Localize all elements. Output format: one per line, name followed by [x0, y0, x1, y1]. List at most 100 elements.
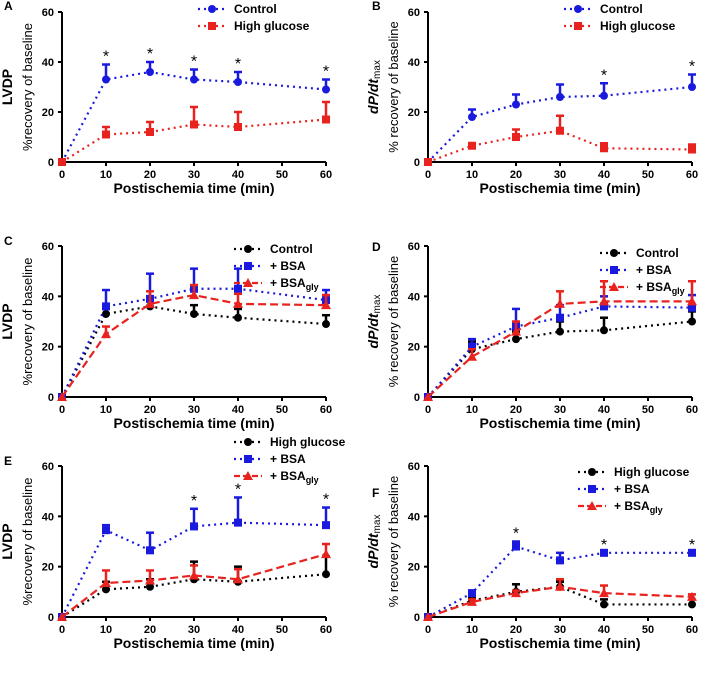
data-point — [322, 570, 330, 579]
data-point — [512, 133, 520, 141]
data-point — [190, 522, 198, 531]
series-high-glucose — [424, 114, 696, 166]
series--bsa-gly — [57, 542, 331, 621]
data-point — [146, 68, 154, 76]
x-axis-label: Postischemia time (min) — [113, 180, 274, 196]
legend-label: + BSAgly — [636, 280, 685, 296]
x-tick-label: 50 — [642, 404, 654, 416]
y-tick-label: 20 — [408, 562, 420, 574]
x-axis-label: Postischemia time (min) — [113, 415, 274, 431]
series-line — [61, 553, 327, 618]
panel-letter: F — [372, 486, 379, 500]
x-axis-label: Postischemia time (min) — [479, 635, 640, 651]
data-point — [688, 303, 696, 312]
legend-label-text: Control — [636, 246, 679, 260]
data-point — [321, 300, 331, 310]
data-point — [556, 313, 564, 322]
series-control — [424, 310, 696, 401]
significance-star: * — [601, 67, 607, 84]
y-axis-title-main: dP/dt — [365, 312, 381, 348]
series-line — [427, 300, 692, 398]
x-tick-label: 0 — [425, 624, 431, 636]
x-tick-label: 20 — [144, 169, 156, 181]
data-point — [233, 298, 243, 308]
legend-label: + BSA — [270, 452, 306, 466]
legend-label-sub: gly — [306, 282, 319, 292]
x-tick-label: 60 — [686, 404, 698, 416]
data-point — [467, 351, 477, 361]
panel-F: F 0 20 40 60 0 10 20 30 40 50 60 Postischemia time (… — [365, 461, 698, 651]
data-point — [600, 548, 608, 557]
significance-star: * — [323, 492, 329, 509]
series-line — [61, 305, 327, 398]
y-tick-label: 60 — [42, 241, 54, 253]
series-control — [58, 60, 330, 166]
series-control — [58, 297, 330, 401]
series--bsa-gly — [423, 279, 697, 401]
significance-star: * — [235, 56, 241, 73]
y-axis-label: %recovery of baseline — [20, 478, 35, 606]
legend-marker — [208, 5, 216, 13]
legend-marker — [609, 282, 619, 291]
significance-star: * — [323, 64, 329, 81]
y-tick-label: 0 — [414, 612, 420, 624]
x-tick-label: 0 — [425, 404, 431, 416]
legend-label-sub: gly — [650, 505, 663, 515]
x-tick-label: 60 — [686, 624, 698, 636]
x-tick-label: 20 — [510, 169, 522, 181]
series--bsa — [58, 496, 330, 621]
x-tick-label: 10 — [466, 404, 478, 416]
legend-label-text: + BSA — [636, 263, 672, 277]
data-point — [599, 588, 609, 598]
legend-label-text: + BSA — [614, 482, 650, 496]
y-tick-label: 0 — [414, 157, 420, 169]
y-tick-label: 40 — [42, 57, 54, 69]
data-point — [688, 548, 696, 557]
panel-C: C 0 20 40 60 0 10 20 30 40 50 60 Postischemia time (… — [0, 234, 332, 431]
series-line — [427, 585, 692, 619]
significance-star: * — [601, 537, 607, 554]
y-tick-label: 20 — [408, 342, 420, 354]
data-point — [102, 75, 110, 84]
data-point — [688, 83, 696, 91]
y-tick-label: 20 — [42, 107, 54, 119]
legend-label: + BSA — [636, 263, 672, 277]
legend-marker — [588, 485, 596, 493]
legend-label: Control — [600, 2, 643, 16]
y-tick-label: 0 — [48, 612, 54, 624]
y-axis-label: % recovery of baseline — [386, 21, 401, 153]
series-line — [427, 129, 693, 164]
legend-label: + BSA — [614, 482, 650, 496]
data-point — [687, 591, 697, 601]
y-axis-title-sub: max — [372, 515, 383, 534]
series--bsa-gly — [57, 283, 331, 401]
x-tick-label: 10 — [466, 169, 478, 181]
x-tick-label: 20 — [510, 404, 522, 416]
series-line — [427, 320, 693, 398]
data-point — [688, 145, 696, 154]
data-point — [468, 113, 476, 121]
data-point — [556, 327, 564, 336]
data-point — [102, 526, 110, 535]
legend-marker — [243, 278, 253, 287]
data-point — [189, 290, 199, 300]
legend-marker — [587, 501, 597, 510]
data-point — [688, 317, 696, 326]
data-point — [467, 596, 477, 606]
x-tick-label: 40 — [232, 169, 244, 181]
legend-marker — [244, 245, 252, 253]
data-point — [468, 141, 476, 150]
panel-letter: C — [4, 234, 13, 248]
x-tick-label: 30 — [188, 404, 200, 416]
legend-marker — [574, 5, 582, 13]
x-tick-label: 10 — [100, 624, 112, 636]
legend-label: + BSAgly — [270, 276, 319, 292]
data-point — [321, 549, 331, 559]
legend-label-text: + BSA — [614, 499, 650, 513]
data-point — [102, 130, 110, 139]
x-tick-label: 10 — [100, 169, 112, 181]
y-axis-title: dP/dtmax — [365, 515, 383, 569]
series-line — [61, 70, 327, 163]
significance-star: * — [689, 59, 695, 76]
